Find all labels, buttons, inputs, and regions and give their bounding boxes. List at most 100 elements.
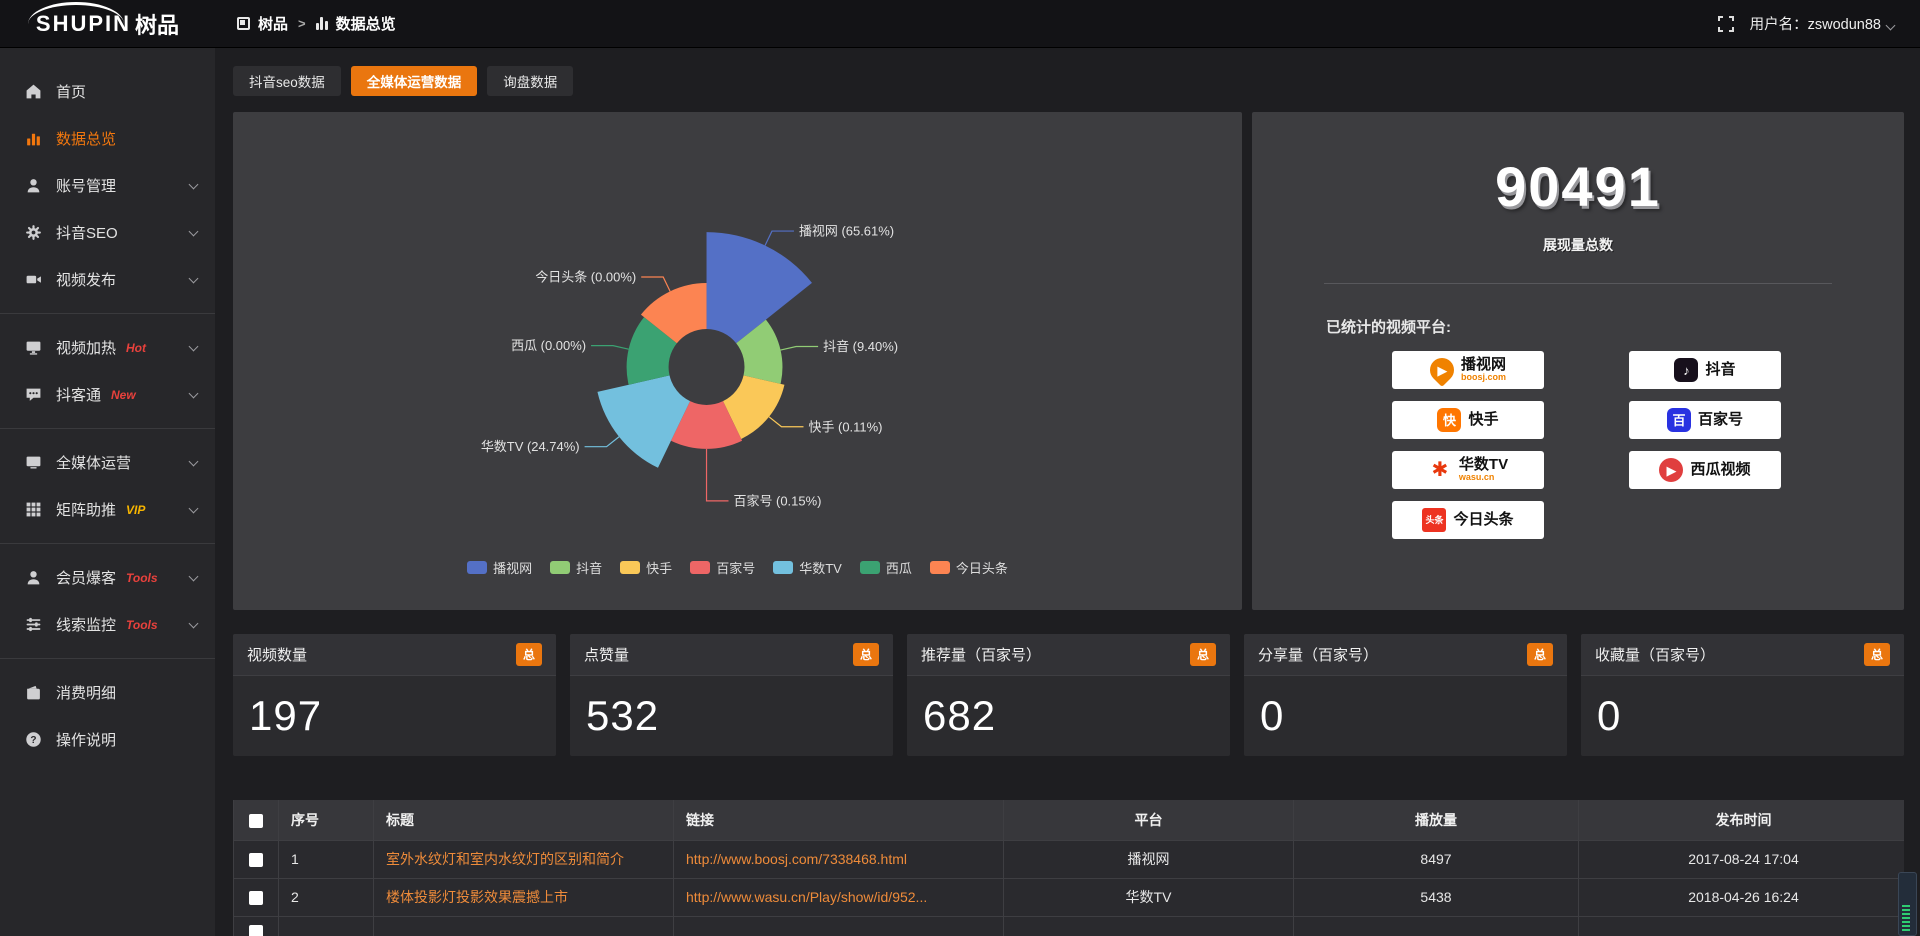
tools-badge: Tools bbox=[126, 617, 158, 632]
chevron-down-icon bbox=[188, 179, 199, 189]
legend-label: 华数TV bbox=[799, 561, 842, 576]
breadcrumb: 树品 > 数据总览 bbox=[237, 13, 396, 34]
stat-card-value: 0 bbox=[1597, 692, 1622, 739]
stat-card-title: 收藏量（百家号） bbox=[1595, 647, 1716, 664]
tab-inquiry-data[interactable]: 询盘数据 bbox=[487, 66, 574, 96]
chart-legend: 播视网 抖音 快手 百家号 华数TV 西瓜 今日头条 bbox=[233, 558, 1242, 577]
douyin-icon: ♪ bbox=[1674, 358, 1699, 382]
platform-name: 快手 bbox=[1468, 411, 1499, 429]
legend-item[interactable]: 快手 bbox=[620, 558, 672, 577]
breadcrumb-root[interactable]: 树品 bbox=[258, 16, 289, 33]
sidebar-item-home[interactable]: 首页 bbox=[0, 68, 215, 115]
platform-chip-wasu: ✱ 华数TV wasu.cn bbox=[1392, 451, 1544, 489]
legend-label: 百家号 bbox=[716, 561, 756, 576]
sidebar-item-spend-detail[interactable]: 消费明细 bbox=[0, 669, 215, 716]
topbar-right: 用户名：zswodun88 bbox=[1717, 13, 1920, 34]
pie-slice-label: 西瓜 (0.00%) bbox=[511, 338, 586, 353]
stat-card-recommends: 推荐量（百家号） 总 682 bbox=[907, 634, 1230, 756]
sidebar-item-help[interactable]: ? 操作说明 bbox=[0, 716, 215, 763]
fullscreen-icon[interactable] bbox=[1717, 15, 1734, 32]
sidebar-item-matrix-boost[interactable]: 矩阵助推 VIP bbox=[0, 486, 215, 533]
kuaishou-icon: 快 bbox=[1437, 408, 1462, 432]
breadcrumb-root-icon bbox=[237, 17, 250, 30]
cell-platform: 播视网 bbox=[1003, 840, 1294, 879]
cell-title-link[interactable]: 楼体投影灯投影效果震撼上市 bbox=[373, 878, 674, 917]
chevron-down-icon bbox=[188, 341, 199, 351]
platform-chip-xigua: ▶ 西瓜视频 bbox=[1629, 451, 1781, 489]
new-badge: New bbox=[111, 387, 136, 402]
sidebar-divider bbox=[0, 428, 215, 429]
select-all-checkbox[interactable] bbox=[249, 813, 263, 828]
legend-item[interactable]: 华数TV bbox=[773, 558, 842, 577]
legend-item[interactable]: 播视网 bbox=[467, 558, 532, 577]
sidebar-item-clue-monitor[interactable]: 线索监控 Tools bbox=[0, 601, 215, 648]
legend-item[interactable]: 百家号 bbox=[690, 558, 755, 577]
tab-all-media-data[interactable]: 全媒体运营数据 bbox=[350, 66, 478, 96]
cell-url-link[interactable]: http://www.boosj.com/7338468.html bbox=[673, 840, 1004, 879]
sidebar-item-data-overview[interactable]: 数据总览 bbox=[0, 115, 215, 162]
legend-item[interactable]: 抖音 bbox=[550, 558, 602, 577]
user-icon bbox=[24, 569, 42, 587]
pie-slice-西瓜 bbox=[626, 317, 677, 385]
total-badge: 总 bbox=[852, 643, 879, 666]
platform-name: 今日头条 bbox=[1453, 511, 1514, 529]
legend-swatch bbox=[620, 561, 641, 574]
page-body: 首页 数据总览 账号管理 抖音SEO 视频发布 bbox=[0, 48, 1920, 936]
pie-leader-line bbox=[705, 448, 729, 502]
sidebar-item-douyin-seo[interactable]: 抖音SEO bbox=[0, 209, 215, 256]
chevron-down-icon bbox=[188, 388, 199, 398]
breadcrumb-current: 数据总览 bbox=[335, 16, 396, 33]
user-menu[interactable]: 用户名：zswodun88 bbox=[1749, 13, 1896, 34]
sidebar: 首页 数据总览 账号管理 抖音SEO 视频发布 bbox=[0, 48, 215, 936]
chevron-down-icon bbox=[188, 503, 199, 513]
summary-panel: 90491 展现量总数 已统计的视频平台: ▶ 播视网 boosj.com ♪ 抖… bbox=[1252, 112, 1904, 610]
sidebar-item-member-leads[interactable]: 会员爆客 Tools bbox=[0, 554, 215, 601]
summary-divider bbox=[1324, 283, 1832, 284]
pie-leader-line bbox=[768, 416, 804, 428]
home-icon bbox=[24, 83, 42, 101]
pie-leader-line bbox=[780, 345, 819, 351]
sidebar-item-video-publish[interactable]: 视频发布 bbox=[0, 256, 215, 303]
sidebar-item-video-heat[interactable]: 视频加热 Hot bbox=[0, 324, 215, 371]
cell-time: 2018-04-26 16:24 bbox=[1578, 878, 1904, 917]
legend-swatch bbox=[773, 561, 794, 574]
row-checkbox[interactable] bbox=[249, 925, 263, 936]
stat-card-shares: 分享量（百家号） 总 0 bbox=[1244, 634, 1567, 756]
platforms-grid: ▶ 播视网 boosj.com ♪ 抖音 快 快手 百 bbox=[1392, 351, 1904, 539]
stat-card-title: 视频数量 bbox=[247, 647, 308, 664]
sidebar-item-label: 线索监控 bbox=[56, 617, 117, 634]
sidebar-item-label: 账号管理 bbox=[56, 178, 117, 195]
svg-text:?: ? bbox=[30, 735, 36, 746]
stat-card-value: 197 bbox=[249, 692, 323, 739]
cell-title-link[interactable]: 室外水纹灯和室内水纹灯的区别和简介 bbox=[373, 840, 674, 879]
cell-plays: 8497 bbox=[1293, 840, 1579, 879]
grid-icon bbox=[24, 501, 42, 519]
row-checkbox[interactable] bbox=[249, 853, 263, 868]
total-badge: 总 bbox=[1863, 643, 1890, 666]
col-header-plays: 播放量 bbox=[1293, 800, 1579, 841]
cell-url-link[interactable]: http://www.wasu.cn/Play/show/id/952... bbox=[673, 878, 1004, 917]
tab-douyin-seo-data[interactable]: 抖音seo数据 bbox=[233, 66, 341, 96]
sidebar-item-all-media[interactable]: 全媒体运营 bbox=[0, 439, 215, 486]
table-row: 2 楼体投影灯投影效果震撼上市 http://www.wasu.cn/Play/… bbox=[233, 878, 1904, 917]
pie-leader-line bbox=[584, 436, 620, 448]
pie-slice-华数TV bbox=[597, 375, 691, 468]
wasu-icon: ✱ bbox=[1427, 458, 1452, 482]
legend-item[interactable]: 西瓜 bbox=[859, 558, 912, 577]
legend-item[interactable]: 今日头条 bbox=[929, 558, 1008, 577]
col-header-seq: 序号 bbox=[278, 800, 374, 841]
username-label: 用户名：zswodun88 bbox=[1749, 17, 1881, 33]
sidebar-item-account-mgmt[interactable]: 账号管理 bbox=[0, 162, 215, 209]
chevron-down-icon bbox=[1885, 20, 1896, 31]
row-checkbox[interactable] bbox=[249, 891, 263, 906]
total-badge: 总 bbox=[1526, 643, 1553, 666]
sidebar-item-label: 全媒体运营 bbox=[56, 455, 132, 472]
pie-leader-line bbox=[641, 276, 671, 292]
sidebar-item-doketong[interactable]: 抖客通 New bbox=[0, 371, 215, 418]
pie-slice-抖音 bbox=[736, 319, 783, 384]
floating-widget[interactable] bbox=[1898, 872, 1917, 936]
legend-label: 西瓜 bbox=[885, 561, 912, 576]
legend-swatch bbox=[690, 561, 711, 574]
pie-leader-line bbox=[591, 345, 629, 350]
topbar: SHUPIN 树品 树品 > 数据总览 用户名：zswodun88 bbox=[0, 0, 1920, 48]
